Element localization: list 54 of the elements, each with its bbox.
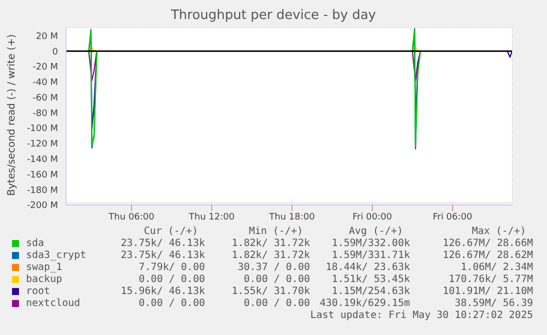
text: 1.06M/ 2.34M bbox=[460, 262, 533, 273]
y-tick-label: 0 bbox=[52, 47, 58, 58]
chart-title: Throughput per device - by day bbox=[170, 8, 378, 23]
x-tick-label: Fri 00:00 bbox=[352, 212, 392, 222]
text: 1.82k/ 31.72k bbox=[232, 250, 310, 261]
x-tick-label: Thu 06:00 bbox=[108, 212, 155, 222]
text: 1.59M/331.71k bbox=[332, 250, 410, 261]
y-tick-label: 20 M bbox=[36, 32, 58, 42]
text: Max (-/+) bbox=[472, 226, 526, 237]
legend-label: root bbox=[26, 286, 50, 297]
text: Avg (-/+) bbox=[348, 226, 403, 237]
legend-label: sda bbox=[26, 238, 44, 249]
text: 15.96k/ 46.13k bbox=[120, 286, 205, 297]
text: 30.37 / 0.00 bbox=[238, 262, 310, 273]
text: 0.00 / 0.00 bbox=[138, 298, 205, 309]
text: 38.59M/ 56.39 bbox=[454, 298, 533, 309]
y-tick-label: -160 M bbox=[26, 170, 58, 180]
x-tick-label: Thu 12:00 bbox=[188, 212, 235, 222]
y-tick-label: -100 M bbox=[26, 124, 58, 134]
legend-label: backup bbox=[26, 274, 62, 285]
text: Cur (-/+) bbox=[144, 226, 198, 237]
text: 18.44k/ 23.63k bbox=[326, 262, 410, 273]
text: 1.59M/332.00k bbox=[332, 238, 410, 249]
legend-label: sda3_crypt bbox=[26, 250, 86, 261]
legend-label: nextcloud bbox=[26, 298, 80, 309]
text: 101.91M/ 21.10M bbox=[442, 286, 533, 297]
text: 126.67M/ 28.66M bbox=[442, 238, 533, 249]
text: 23.75k/ 46.13k bbox=[120, 250, 205, 261]
y-tick-label: -20 M bbox=[32, 62, 58, 73]
y-tick-label: -200 M bbox=[26, 201, 58, 212]
text: 7.79k/ 0.00 bbox=[138, 262, 205, 273]
y-tick-label: -40 M bbox=[32, 78, 58, 88]
text: 0.00 / 0.00 bbox=[244, 274, 310, 285]
text: 170.76k/ 5.77M bbox=[448, 274, 533, 285]
text: 0.00 / 0.00 bbox=[138, 274, 205, 285]
text: 1.82k/ 31.72k bbox=[232, 238, 310, 249]
x-tick-label: Fri 06:00 bbox=[432, 212, 473, 222]
text: 1.15M/254.63k bbox=[332, 286, 410, 297]
y-tick-label: -140 M bbox=[26, 155, 58, 166]
y-tick-label: -120 M bbox=[26, 140, 58, 150]
text: 23.75k/ 46.13k bbox=[120, 238, 205, 249]
y-tick-label: -180 M bbox=[26, 186, 58, 196]
y-tick-label: -80 M bbox=[32, 108, 58, 119]
text: Last update: Fri May 30 10:27:02 2025 bbox=[310, 310, 533, 321]
text: 1.51k/ 53.45k bbox=[332, 274, 410, 285]
text: 430.19k/629.15m bbox=[320, 298, 410, 309]
text: Min (-/+) bbox=[248, 226, 303, 237]
x-tick-label: Thu 18:00 bbox=[268, 212, 316, 222]
text: 1.55k/ 31.70k bbox=[232, 286, 310, 297]
legend-label: swap_1 bbox=[26, 262, 62, 273]
text: 126.67M/ 28.62M bbox=[442, 250, 533, 261]
y-tick-label: -60 M bbox=[32, 93, 58, 104]
text: 0.00 / 0.00 bbox=[244, 298, 310, 309]
y-axis-title: Bytes/second read (-) / write (+) bbox=[6, 34, 18, 196]
